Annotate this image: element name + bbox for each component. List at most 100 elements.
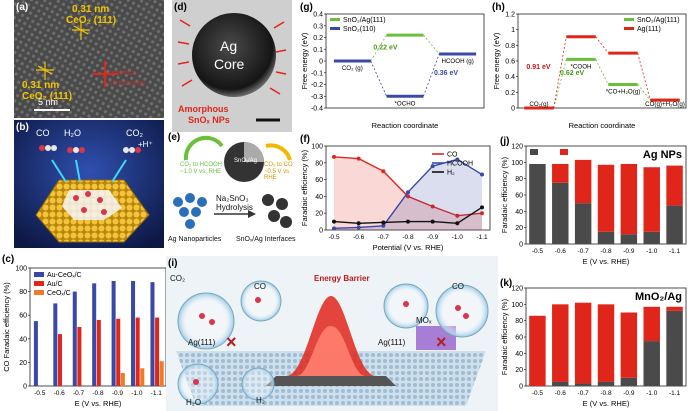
panel-label-i: (i) <box>168 258 178 269</box>
bar-CeOₓ/C <box>140 368 145 386</box>
bar-CO <box>574 302 592 384</box>
illus-label-co: CO <box>254 282 266 291</box>
bar-CO <box>643 167 660 232</box>
left-note-1: CO₂ to HCOOH <box>180 162 222 168</box>
bar-H₂ <box>666 310 683 386</box>
x-tick-label: -0.6 <box>353 234 365 241</box>
x-tick-label: -0.8 <box>92 390 104 397</box>
x-tick-label: -1.0 <box>646 248 658 255</box>
y-tick-label: 100 <box>311 144 323 151</box>
x-tick-label: -0.8 <box>402 234 414 241</box>
y-axis-label: Faradaic efficiency (%) <box>300 149 309 226</box>
core-label-1: Ag <box>220 38 238 54</box>
x-axis-label: Reaction coordinate <box>372 121 439 130</box>
y-tick-label: 0 <box>519 384 523 391</box>
legend-swatch <box>560 149 568 155</box>
x-tick-label: -0.6 <box>555 248 567 255</box>
panel-label-d: (d) <box>174 2 187 13</box>
x-tick-label: -0.7 <box>378 234 390 241</box>
x-tick-label: -0.9 <box>623 248 635 255</box>
y-axis-label: Free energy (eV) <box>300 32 309 89</box>
bar-Au/C <box>96 319 101 386</box>
svg-text:×: × <box>226 332 237 352</box>
bar-CO <box>620 312 638 378</box>
x-tick-label: -0.6 <box>54 390 66 397</box>
y-tick-label: 40 <box>515 351 523 358</box>
bar-H₂ <box>597 381 615 386</box>
x-tick-label: -1.1 <box>669 390 681 397</box>
center-label: SnOₓ/Ag <box>234 158 257 164</box>
chart-h-svg: 0 0.2 0.4 0.6 0.8 1 1.2 Free energy (eV) Reactio… <box>492 12 687 130</box>
panel-d-tem: (d) Ag Core Amorphous SnOₓ NPs <box>172 0 292 132</box>
legend-swatch <box>34 281 44 286</box>
illus-label-ag-left: Ag(111) <box>188 338 216 347</box>
legend-label: CeOₓ/C <box>47 290 71 297</box>
state-label: HCOOH (g) <box>442 58 474 65</box>
tem-spacing-label-top: 0.31 nm <box>72 4 110 15</box>
bar-H₂ <box>620 234 638 244</box>
right-note-2: ~0.5 V vs. RHE <box>264 169 291 181</box>
y-tick-label: 60 <box>515 193 523 200</box>
legend-swatch <box>34 290 44 295</box>
panel-c: 0 20 40 60 80 100 CO Faradaic efficiency (%) E … <box>0 252 172 411</box>
bar-CO <box>574 159 592 204</box>
y-tick-label: 0 <box>319 59 323 66</box>
tem-plane-label-bottom: CeO₂ (111) <box>22 91 73 102</box>
bar-H₂ <box>552 182 569 244</box>
legend-swatch <box>330 18 340 21</box>
point-HCOOH <box>406 190 410 195</box>
bar-Au/C <box>155 317 160 386</box>
legend-swatch <box>34 272 44 277</box>
x-axis-label: E (V vs. RHE) <box>75 399 122 408</box>
y-tick-label: 0.2 <box>505 90 515 97</box>
model-label-h2o: H₂O <box>64 128 81 138</box>
x-tick-label: -1.0 <box>646 390 658 397</box>
connector-SnO₂/Ag(111) <box>423 34 440 55</box>
bar-CO <box>552 163 569 183</box>
bar-H₂ <box>643 341 660 386</box>
y-axis-label: Faradaic efficiency (%) <box>500 156 509 233</box>
bar-CO <box>666 306 683 311</box>
bar-H₂ <box>529 163 546 244</box>
y-tick-label: 0 <box>519 242 523 249</box>
x-tick-label: -0.7 <box>578 248 590 255</box>
legend-label: H₂ <box>540 150 548 157</box>
y-tick-label: 80 <box>515 176 523 183</box>
y-tick-label: 0.6 <box>505 59 515 66</box>
legend-swatch <box>624 27 634 30</box>
y-tick-label: 80 <box>315 160 323 167</box>
point-HCOOH <box>430 164 435 169</box>
bar-CO <box>643 306 660 342</box>
bar-CO <box>529 315 546 386</box>
legend-label: HCOOH <box>447 161 473 168</box>
connector-SnO₂/Ag(111) <box>595 59 609 85</box>
y-tick-label: 20 <box>315 211 323 218</box>
y-axis-label: Free energy (eV) <box>492 32 501 89</box>
y-tick-label: 100 <box>511 160 523 167</box>
connector-Ag(111) <box>553 36 567 109</box>
y-axis-label: Faradaic efficiency (%) <box>500 298 509 375</box>
bar-Au-CeOₓ/C <box>72 291 77 386</box>
bar-Au-CeOₓ/C <box>131 280 136 386</box>
bar-H₂ <box>643 231 660 244</box>
x-tick-label: -1.0 <box>452 234 464 241</box>
legend-label: SnO₂(110) <box>343 26 376 33</box>
x-tick-label: -0.7 <box>578 390 590 397</box>
synthesis-schematic <box>173 135 292 229</box>
y-tick-label: 0.2 <box>313 35 323 42</box>
y-tick-label: 1.2 <box>505 12 515 19</box>
point-H₂ <box>381 220 386 225</box>
y-tick-label: 120 <box>511 286 523 293</box>
y-tick-label: -0.3 <box>311 94 323 101</box>
bar-CeOₓ/C <box>159 361 164 386</box>
connector-SnO₂/Ag(111) <box>553 59 567 109</box>
barrier-annotation: 0.36 eV <box>434 70 458 77</box>
svg-text:×: × <box>436 332 447 352</box>
connector-Ag(111) <box>637 53 651 101</box>
connector-SnO₂/Ag(111) <box>637 84 651 101</box>
reaction-label-2: Hydrolysis <box>216 203 253 212</box>
y-tick-label: 60 <box>515 335 523 342</box>
bar-H₂ <box>574 203 592 244</box>
legend-label: Au-CeOₓ/C <box>47 272 82 279</box>
